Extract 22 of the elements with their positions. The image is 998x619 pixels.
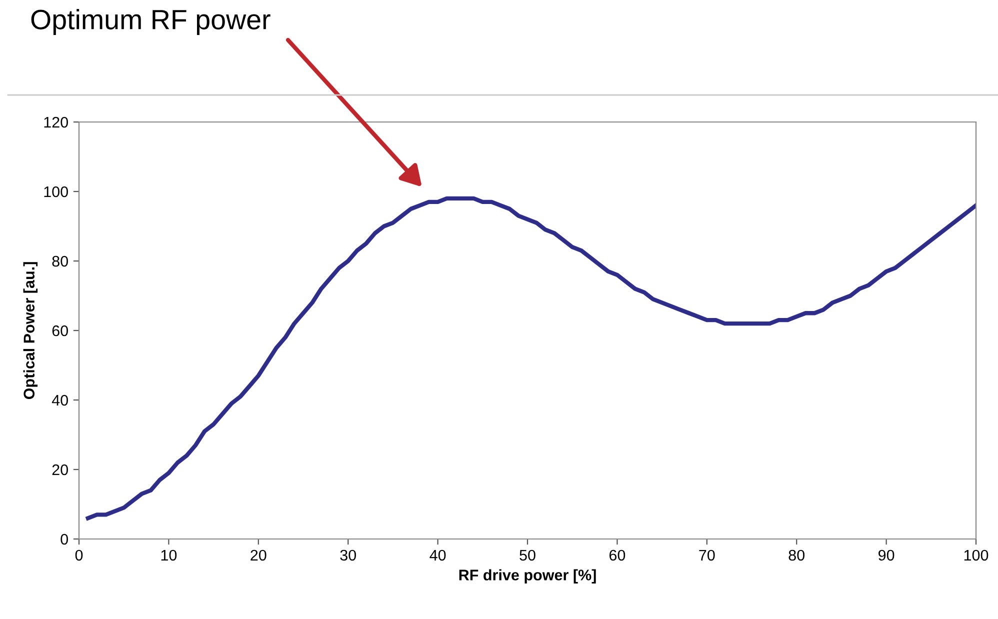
line-series (86, 196, 976, 520)
x-tick-label: 100 (964, 550, 988, 561)
text: Optimum RF power (31, 9, 270, 35)
y-axis-title: Optical Power [au.] (23, 262, 38, 400)
x-tick-label: 10 (161, 550, 177, 561)
x-tick-label: 60 (609, 550, 626, 561)
y-tick-label: 0 (60, 534, 68, 545)
y-tick-label: 60 (52, 325, 68, 336)
y-tick-label: 20 (52, 464, 68, 476)
x-tick-label: 50 (520, 550, 536, 561)
y-tick-label: 120 (44, 116, 68, 128)
y-tick-label: 40 (52, 394, 68, 406)
x-tick-label: 80 (788, 550, 804, 561)
y-tick-label: 100 (44, 186, 68, 198)
x-tick-label: 70 (699, 550, 715, 561)
y-tick-label: 80 (52, 256, 68, 267)
x-axis-title: RF drive power [%] (459, 569, 596, 584)
x-tick-label: 20 (250, 550, 266, 561)
x-tick-label: 90 (878, 550, 894, 561)
x-tick-label: 30 (340, 550, 356, 561)
x-tick-label: 40 (430, 550, 446, 561)
x-tick-label: 0 (75, 550, 83, 561)
